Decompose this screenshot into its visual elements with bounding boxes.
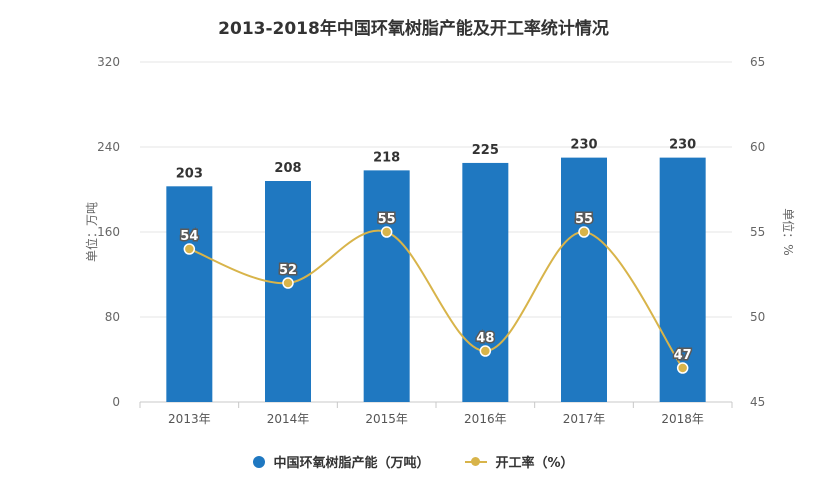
line-point bbox=[282, 277, 294, 289]
y2-tick-label: 65 bbox=[750, 55, 765, 69]
legend-item-capacity[interactable]: 中国环氧树脂产能（万吨） bbox=[253, 452, 429, 471]
line-value-label: 48 bbox=[476, 331, 494, 346]
legend-line-swatch bbox=[465, 456, 488, 468]
line-value-label: 55 bbox=[378, 212, 396, 227]
line-point bbox=[380, 226, 393, 238]
line-value-label: 54 bbox=[180, 229, 198, 244]
y-axis-label: 单位：万吨 bbox=[84, 202, 99, 262]
bar-value-label: 218 bbox=[373, 150, 400, 165]
x-tick-label: 2016年 bbox=[464, 412, 507, 426]
line-point bbox=[578, 226, 590, 238]
chart-title: 2013-2018年中国环氧树脂产能及开工率统计情况 bbox=[218, 19, 609, 39]
bar bbox=[659, 157, 706, 402]
line-point bbox=[183, 243, 196, 255]
line-point bbox=[676, 362, 689, 374]
line-value-label: 47 bbox=[674, 348, 692, 363]
y-tick-label: 160 bbox=[97, 225, 120, 239]
chart-legend: 中国环氧树脂产能（万吨） 开工率（%） bbox=[0, 452, 827, 471]
legend-item-utilization[interactable]: 开工率（%） bbox=[465, 452, 574, 471]
line-series-utilization bbox=[189, 229, 684, 369]
bar-value-label: 230 bbox=[669, 138, 696, 153]
x-tick-label: 2015年 bbox=[365, 412, 408, 426]
legend-bar-swatch bbox=[253, 455, 266, 468]
line-value-label: 55 bbox=[575, 212, 593, 227]
y2-tick-label: 50 bbox=[750, 310, 765, 324]
bar-value-label: 208 bbox=[274, 161, 301, 176]
y-tick-label: 80 bbox=[105, 310, 120, 324]
bar-value-label: 225 bbox=[472, 143, 499, 158]
bar-value-label: 230 bbox=[570, 138, 597, 153]
y-tick-label: 240 bbox=[97, 140, 120, 154]
y-tick-label: 320 bbox=[97, 55, 120, 69]
legend-bar-label: 中国环氧树脂产能（万吨） bbox=[273, 456, 430, 471]
y2-tick-label: 45 bbox=[750, 395, 765, 409]
bar bbox=[166, 186, 213, 402]
bar bbox=[561, 157, 607, 402]
line-value-label: 52 bbox=[279, 263, 297, 278]
y-tick-label: 0 bbox=[112, 395, 120, 409]
legend-line-label: 开工率（%） bbox=[495, 456, 574, 471]
y2-axis-label: 单位：% bbox=[781, 208, 796, 255]
y2-tick-label: 60 bbox=[750, 140, 765, 154]
x-tick-label: 2018年 bbox=[661, 412, 704, 426]
x-tick-label: 2014年 bbox=[267, 412, 310, 426]
line-point bbox=[479, 345, 492, 357]
x-tick-label: 2013年 bbox=[168, 412, 211, 426]
bar bbox=[462, 162, 509, 402]
bar-value-label: 203 bbox=[176, 166, 203, 181]
x-tick-label: 2017年 bbox=[563, 412, 606, 426]
bar bbox=[265, 181, 311, 402]
bar bbox=[363, 170, 410, 402]
y2-tick-label: 55 bbox=[750, 225, 765, 239]
